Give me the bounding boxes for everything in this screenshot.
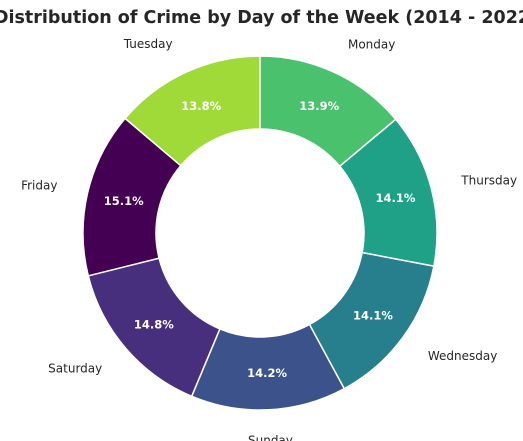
- pct-label-wednesday: 14.1%: [353, 309, 393, 323]
- slice-label-sunday: Sunday: [248, 434, 293, 441]
- slice-label-monday: Monday: [348, 38, 395, 52]
- slice-label-wednesday: Wednesday: [428, 349, 497, 363]
- slice-label-friday: Friday: [21, 179, 57, 193]
- slice-label-thursday: Thursday: [460, 174, 517, 188]
- pct-label-monday: 13.9%: [299, 99, 339, 113]
- slice-label-saturday: Saturday: [48, 362, 102, 376]
- donut-slices: [82, 55, 438, 411]
- pct-label-friday: 15.1%: [104, 194, 144, 208]
- slice-label-tuesday: Tuesday: [123, 37, 173, 51]
- slice-labels: 13.8% Tuesday 15.1% Friday 14.8% Saturday 14.2…: [21, 37, 517, 441]
- pct-label-saturday: 14.8%: [134, 317, 174, 331]
- pct-label-sunday: 14.2%: [247, 366, 287, 380]
- pct-label-thursday: 14.1%: [376, 191, 416, 205]
- chart-title: Distribution of Crime by Day of the Week…: [0, 8, 523, 28]
- pct-label-tuesday: 13.8%: [181, 99, 221, 113]
- slice-monday: [259, 55, 397, 168]
